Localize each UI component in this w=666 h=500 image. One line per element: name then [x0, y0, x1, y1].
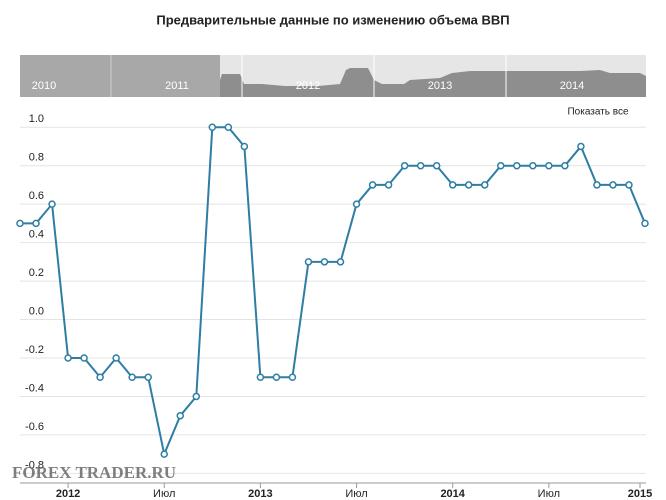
watermark: FOREX TRADER.RU [12, 463, 176, 482]
point [64, 354, 72, 362]
x-tick-label: Июл [345, 488, 367, 500]
point [545, 161, 553, 170]
x-tick-label: 2012 [56, 488, 80, 500]
y-tick-label: -0.2 [25, 344, 44, 356]
point [400, 161, 409, 170]
point [256, 373, 265, 381]
navigator-label: 2010 [32, 80, 56, 92]
navigator-label: 2012 [296, 80, 320, 92]
point [304, 258, 313, 266]
point [144, 373, 152, 381]
y-tick-label: 0.2 [29, 267, 44, 279]
point [48, 200, 56, 208]
point [641, 219, 649, 228]
point [208, 123, 217, 131]
y-tick-label: 1.0 [29, 113, 44, 125]
x-tick-label: 2015 [628, 488, 652, 500]
navigator-label: 2013 [428, 80, 452, 92]
navigator-label: 2014 [560, 80, 584, 92]
point [416, 161, 425, 170]
point [368, 181, 377, 189]
point [593, 181, 601, 189]
point [448, 181, 457, 189]
y-tick-label: -0.6 [25, 421, 44, 433]
point [480, 181, 489, 189]
point [336, 258, 345, 266]
point [80, 354, 88, 362]
navigator-label: 2011 [165, 80, 189, 92]
point [577, 142, 585, 151]
point [352, 200, 361, 208]
point [240, 142, 249, 151]
point [561, 161, 569, 170]
y-tick-label: 0.6 [29, 190, 44, 202]
chart-title: Предварительные данные по изменению объе… [156, 12, 509, 27]
point [320, 258, 329, 266]
navigator-area [220, 68, 646, 97]
point [384, 181, 393, 189]
line [20, 126, 646, 458]
x-tick-label: Июл [538, 488, 560, 500]
point [513, 161, 521, 170]
x-tick-label: 2014 [440, 488, 465, 500]
y-tick-label: 0.0 [29, 305, 44, 317]
point [176, 411, 185, 420]
show-all-button[interactable]: Показать все [567, 107, 628, 118]
point [160, 450, 168, 458]
point [609, 181, 617, 189]
point [432, 161, 441, 170]
point [497, 161, 505, 170]
x-tick-label: 2013 [248, 488, 272, 500]
point [128, 373, 136, 381]
point [224, 123, 233, 131]
y-tick-label: 0.4 [29, 229, 44, 241]
point [16, 219, 24, 228]
point [32, 219, 40, 228]
point [625, 181, 633, 189]
y-tick-label: -0.8 [25, 459, 44, 471]
y-tick-label: -0.4 [25, 382, 44, 394]
point [192, 392, 201, 401]
point [288, 373, 297, 381]
navigator-mask [20, 55, 220, 97]
point [112, 354, 120, 362]
y-tick-label: 0.8 [29, 152, 44, 164]
point [464, 181, 473, 189]
x-tick-label: Июл [153, 488, 175, 500]
point [272, 373, 281, 381]
navigator[interactable] [20, 55, 646, 97]
point [529, 161, 537, 170]
point [96, 373, 104, 381]
